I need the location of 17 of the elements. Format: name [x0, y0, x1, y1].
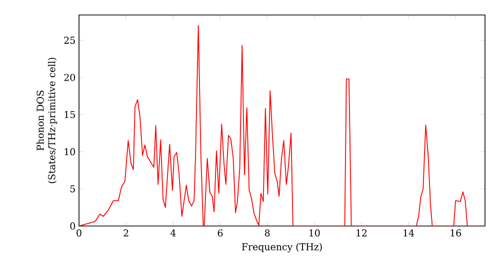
y-tick-label: 10: [64, 148, 76, 156]
x-tick-label: 8: [264, 229, 270, 237]
x-tick-label: 10: [310, 229, 320, 237]
x-tick-label: 12: [356, 229, 367, 236]
y-axis-title: Phonon DOS (States/THz·primitive cell): [36, 58, 58, 184]
y-tick-label: 5: [70, 185, 75, 192]
y-tick-label: 25: [64, 36, 75, 44]
x-tick-label: 4: [170, 229, 176, 236]
x-tick-label: 16: [450, 229, 462, 237]
y-tick-label: 0: [70, 222, 76, 230]
x-axis-title: Frequency (THz): [242, 243, 322, 252]
x-tick-label: 2: [124, 229, 128, 236]
x-tick-label: 14: [404, 229, 414, 236]
x-tick-label: 0: [76, 229, 82, 237]
y-tick-label: 15: [64, 110, 75, 118]
y-tick-label: 20: [64, 74, 76, 81]
x-tick-label: 6: [218, 229, 223, 237]
